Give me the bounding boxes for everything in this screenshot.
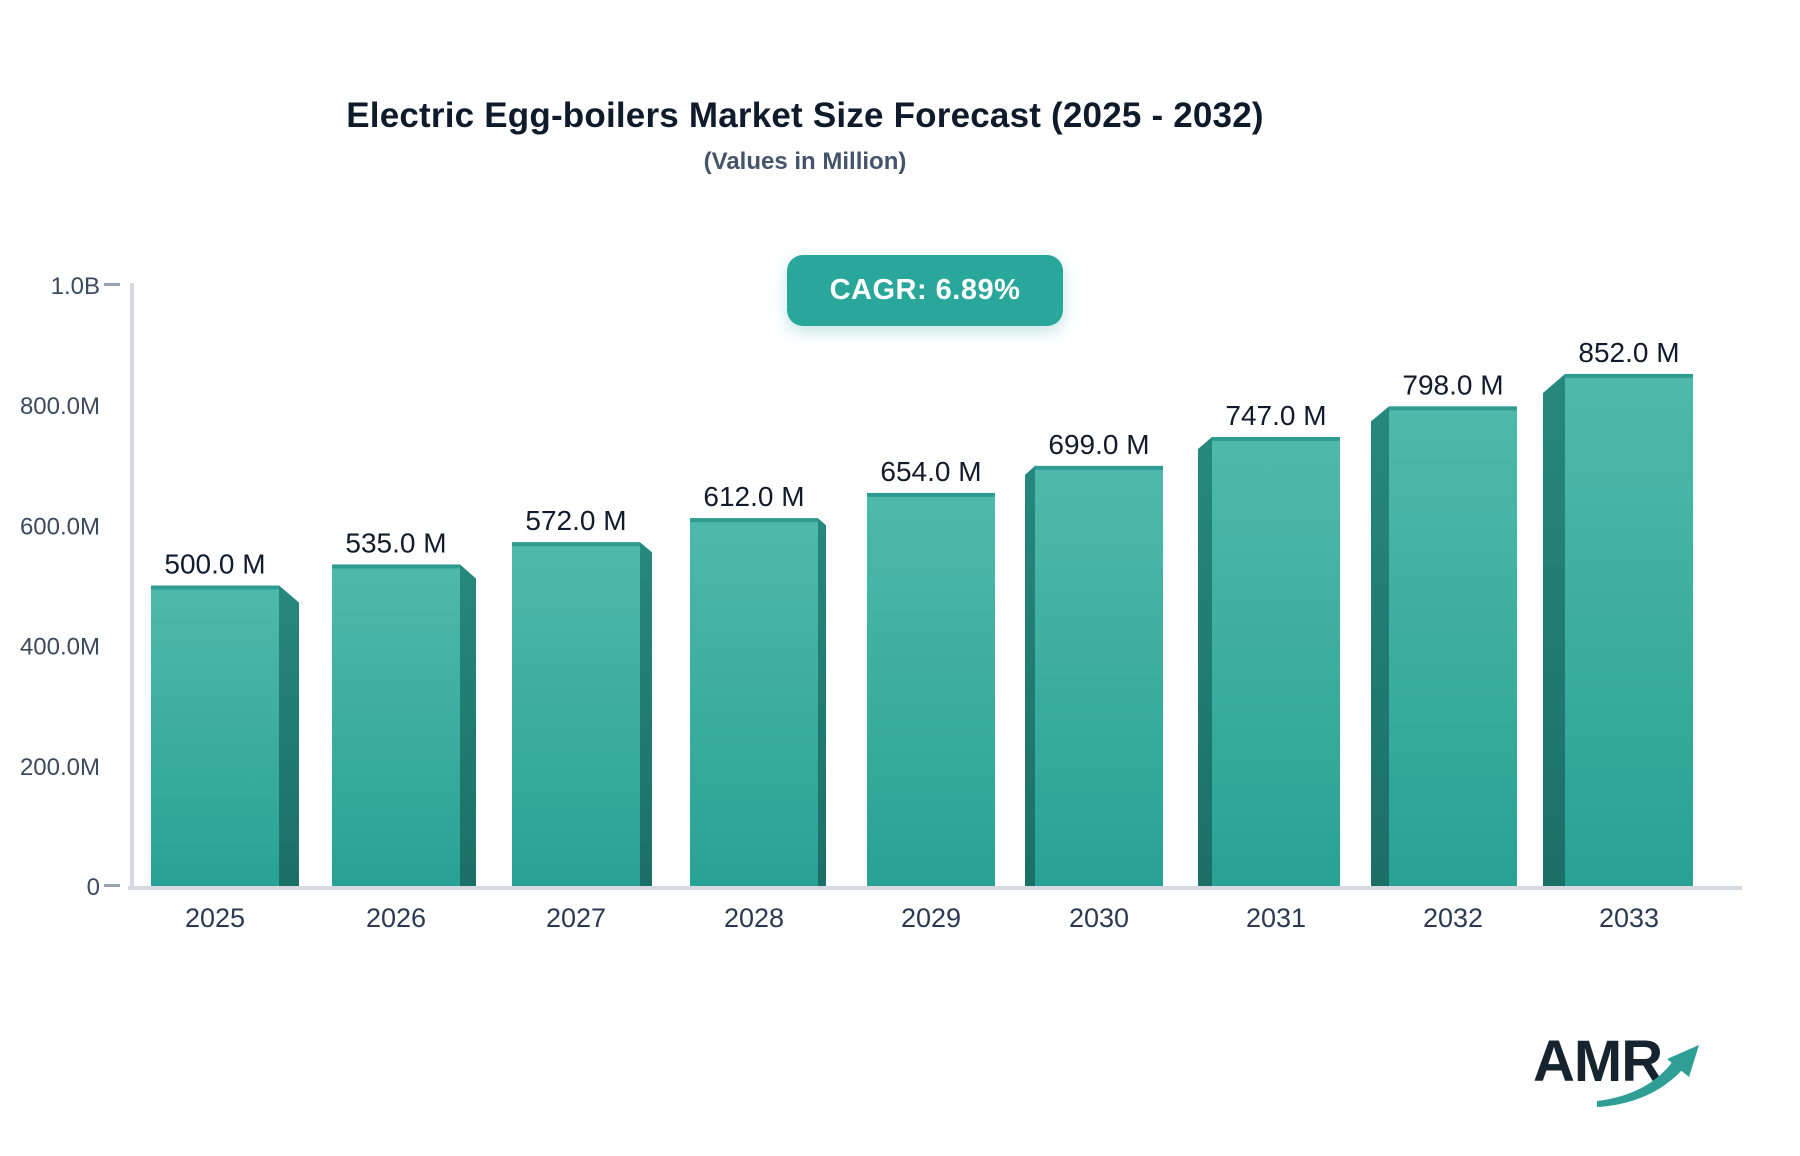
x-tick-label: 2027: [546, 903, 606, 933]
bar-value-label: 572.0 M: [525, 505, 626, 536]
y-tick-label: 1.0B: [51, 273, 100, 300]
bar-top-edge: [1035, 465, 1163, 470]
bar-side-face: [818, 518, 826, 886]
y-tick-label: 400.0M: [20, 634, 100, 661]
amr-logo-text: AMR: [1533, 1029, 1663, 1094]
bar-2033: [1565, 373, 1693, 886]
bar-top-edge: [1212, 437, 1340, 442]
bar-side-face: [1543, 373, 1565, 886]
bar-side-face: [1025, 465, 1035, 886]
y-tick-mark: [104, 884, 120, 887]
x-tick-label: 2030: [1069, 903, 1129, 933]
bar-side-face: [640, 542, 652, 886]
bar-value-label: 699.0 M: [1048, 429, 1149, 460]
chart-title: Electric Egg-boilers Market Size Forecas…: [346, 96, 1264, 135]
cagr-badge: CAGR: 6.89%: [787, 255, 1063, 326]
bar-2032: [1389, 406, 1517, 886]
y-tick-label: 200.0M: [20, 754, 100, 781]
x-tick-label: 2026: [366, 903, 426, 933]
bar-value-label: 798.0 M: [1402, 369, 1503, 400]
bar-2027: [512, 542, 640, 886]
bar-side-face: [279, 585, 299, 886]
bar-2026: [332, 564, 460, 886]
y-axis-line: [130, 283, 134, 890]
x-tick-label: 2031: [1246, 903, 1306, 933]
chart-subtitle: (Values in Million): [703, 148, 907, 175]
y-tick-label: 600.0M: [20, 513, 100, 540]
x-tick-label: 2033: [1599, 903, 1659, 933]
bar-value-label: 535.0 M: [345, 527, 446, 558]
bar-top-edge: [512, 542, 640, 547]
x-tick-label: 2032: [1423, 903, 1483, 933]
x-axis-line: [128, 886, 1742, 890]
bar-top-edge: [867, 492, 995, 497]
bar-2031: [1212, 437, 1340, 886]
y-tick-mark: [104, 283, 120, 286]
bar-top-edge: [151, 585, 279, 590]
header: Electric Egg-boilers Market Size Forecas…: [0, 96, 1610, 176]
x-tick-label: 2025: [185, 903, 245, 933]
bar-2025: [151, 585, 279, 886]
amr-logo: AMR: [1533, 1033, 1713, 1118]
bar-value-label: 852.0 M: [1578, 337, 1679, 368]
bar-top-edge: [690, 518, 818, 523]
y-tick-label: 0: [87, 874, 100, 901]
bar-value-label: 654.0 M: [880, 456, 981, 487]
bar-value-label: 500.0 M: [164, 549, 265, 580]
bar-2028: [690, 518, 818, 886]
bar-side-face: [1371, 406, 1389, 886]
bar-2030: [1035, 465, 1163, 886]
bar-side-face: [1198, 437, 1212, 886]
bar-2029: [867, 492, 995, 886]
bar-value-label: 612.0 M: [703, 481, 804, 512]
x-tick-label: 2028: [724, 903, 784, 933]
bar-top-edge: [1389, 406, 1517, 411]
bar-top-edge: [1565, 373, 1693, 378]
y-tick-label: 800.0M: [20, 393, 100, 420]
cagr-badge-label: CAGR: 6.89%: [829, 274, 1021, 306]
bar-value-label: 747.0 M: [1225, 400, 1326, 431]
x-tick-label: 2029: [901, 903, 961, 933]
bar-top-edge: [332, 564, 460, 569]
bar-side-face: [460, 564, 476, 886]
logo-arrow-icon: [1597, 1045, 1699, 1107]
